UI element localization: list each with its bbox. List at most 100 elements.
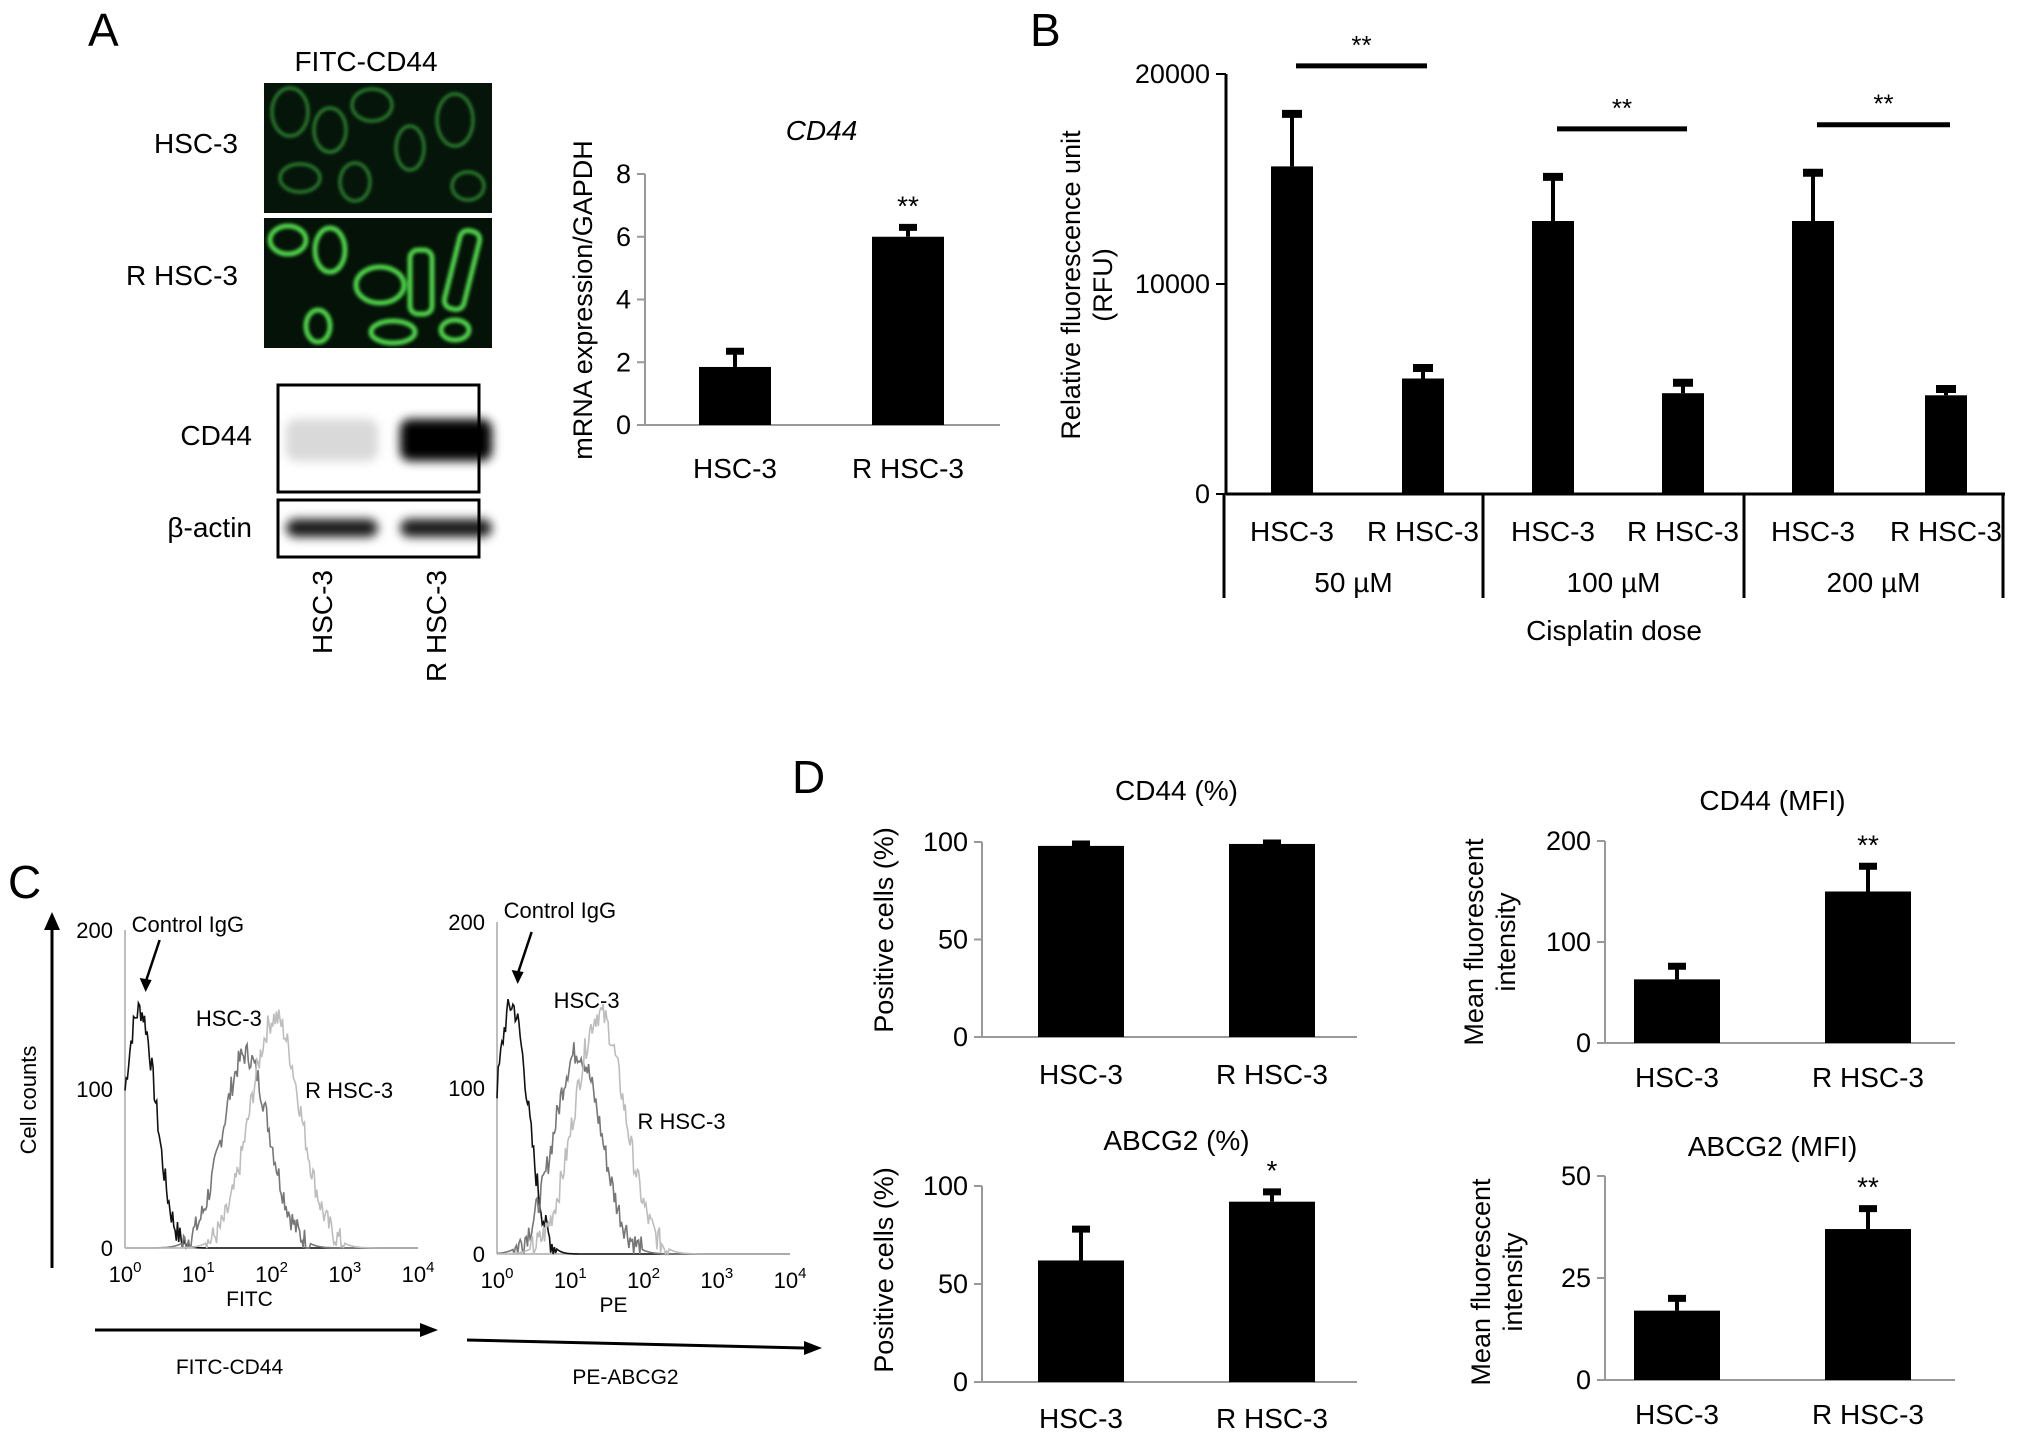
annotation-arrowhead (511, 970, 524, 984)
chart-abcg2-percent: 0 50 100 HSC-3 R HSC-3 * ABCG2 (%) Positive cel… (869, 1125, 1357, 1434)
annotation-arrow (144, 939, 161, 983)
blot-band (400, 419, 492, 461)
chart-title: CD44 (MFI) (1699, 785, 1845, 816)
arrow-label: PE-ABCG2 (572, 1366, 678, 1389)
x-axis-label: FITC (226, 1288, 273, 1311)
x-tick-label: R HSC-3 (1890, 516, 2002, 547)
x-tick-label: HSC-3 (1635, 1062, 1719, 1093)
chart-title: ABCG2 (MFI) (1688, 1131, 1858, 1162)
y-tick-label: 100 (923, 827, 968, 857)
blot-row-label-actin: β-actin (167, 512, 252, 543)
histogram-hsc3 (496, 1042, 790, 1255)
y-tick-label: 2 (616, 347, 631, 377)
x-tick-label: 102 (627, 1265, 660, 1293)
chart-title: CD44 (%) (1115, 775, 1238, 806)
annotation-control-igg: Control IgG (504, 898, 617, 923)
x-tick-label: HSC-3 (1039, 1059, 1123, 1090)
panel-letter-b: B (1030, 4, 1061, 56)
x-tick-label: 100 (481, 1265, 514, 1293)
group-label: 50 µM (1314, 567, 1392, 598)
bar (1229, 843, 1315, 1037)
chart-cd44-mfi: 0 100 200 HSC-3 R HSC-3 ** CD44 (MFI) Mean fluo… (1459, 785, 1955, 1093)
significance-label: ** (1351, 30, 1371, 60)
image-row-label-r-hsc3: R HSC-3 (126, 260, 238, 291)
x-tick-label: R HSC-3 (1812, 1062, 1924, 1093)
annotation-hsc3: HSC-3 (554, 988, 620, 1013)
x-tick-label: 104 (402, 1259, 435, 1287)
histogram-r-hsc3 (497, 1003, 790, 1257)
x-tick-label: HSC-3 (1039, 1403, 1123, 1434)
x-tick-label: 104 (774, 1265, 807, 1293)
panel-letter-c: C (8, 856, 41, 908)
chart-abcg2-mfi: 0 25 50 HSC-3 R HSC-3 ** ABCG2 (MFI) Mean fluor… (1466, 1131, 1955, 1430)
y-axis-label: mRNA expression/GAPDH (568, 140, 598, 460)
y-tick-label: 200 (76, 918, 113, 943)
x-tick-label: R HSC-3 (1216, 1403, 1328, 1434)
chart-rfu: 0 10000 20000 HSC-3 R HSC-3 50 µM ** HSC-3 R HSC… (1056, 30, 2005, 646)
annotation-r-hsc3: R HSC-3 (305, 1078, 393, 1103)
x-tick-label: HSC-3 (693, 453, 777, 484)
y-axis-label: Relative fluorescence unit (1056, 130, 1086, 440)
y-tick-label: 100 (1546, 927, 1591, 957)
x-tick-label: 101 (554, 1265, 587, 1293)
y-axis-label: intensity (1491, 892, 1521, 992)
arrow-label: FITC-CD44 (176, 1356, 284, 1379)
chart-title: ABCG2 (%) (1103, 1125, 1249, 1156)
y-tick-label: 0 (953, 1367, 968, 1397)
x-tick-label: R HSC-3 (1367, 516, 1479, 547)
x-tick-label: R HSC-3 (852, 453, 964, 484)
annotation-r-hsc3: R HSC-3 (638, 1109, 726, 1134)
y-axis-label: intensity (1498, 1232, 1528, 1332)
bar (1634, 979, 1720, 1043)
y-axis-label: (RFU) (1088, 248, 1118, 321)
bar (1532, 221, 1574, 494)
x-tick-label: HSC-3 (1511, 516, 1595, 547)
y-tick-label: 0 (616, 410, 631, 440)
image-title: FITC-CD44 (294, 46, 437, 77)
blot-band (286, 419, 378, 461)
blot-band (286, 519, 378, 537)
y-tick-label: 10000 (1135, 269, 1210, 299)
x-tick-label: 103 (328, 1259, 361, 1287)
annotation-control-igg: Control IgG (132, 912, 245, 937)
x-tick-label: R HSC-3 (1216, 1059, 1328, 1090)
panel-letter-d: D (792, 751, 825, 803)
y-tick-label: 0 (1576, 1365, 1591, 1395)
histogram-control (124, 1000, 418, 1249)
blot-row-label-cd44: CD44 (180, 420, 252, 451)
chart-title: CD44 (786, 115, 858, 146)
y-tick-label: 100 (923, 1171, 968, 1201)
western-blot (276, 383, 492, 559)
chart-cd44-mrna: 0 2 4 6 8 HSC-3 R HSC-3 ** CD44 mRNA expression/G… (568, 115, 1000, 484)
y-tick-label: 50 (938, 1269, 968, 1299)
x-tick-label: 100 (109, 1259, 142, 1287)
significance-label: ** (1612, 93, 1632, 123)
bar (1229, 1201, 1315, 1382)
y-tick-label: 0 (1195, 479, 1210, 509)
bar (1038, 1260, 1124, 1382)
x-tick-label: 102 (255, 1259, 288, 1287)
blot-lane-label-hsc3: HSC-3 (307, 570, 338, 654)
y-tick-label: 200 (448, 910, 485, 935)
x-tick-label: HSC-3 (1771, 516, 1855, 547)
y-tick-label: 100 (76, 1077, 113, 1102)
y-axis-label: Positive cells (%) (869, 1167, 899, 1373)
panel-letter-a: A (88, 4, 119, 56)
y-tick-label: 25 (1561, 1263, 1591, 1293)
x-axis-label: PE (599, 1294, 627, 1317)
x-axis-arrow (466, 1338, 805, 1350)
y-tick-label: 0 (953, 1022, 968, 1052)
blot-band (400, 519, 492, 537)
x-tick-label: 103 (700, 1265, 733, 1293)
fluorescence-image-hsc3 (264, 83, 492, 213)
bar (1038, 845, 1124, 1037)
bar (1402, 378, 1444, 494)
y-axis-arrowhead (44, 912, 60, 930)
significance-label: ** (897, 190, 919, 221)
y-tick-label: 8 (616, 159, 631, 189)
bar (1825, 1229, 1911, 1380)
x-tick-label: HSC-3 (1250, 516, 1334, 547)
x-axis-arrowhead (804, 1341, 822, 1355)
